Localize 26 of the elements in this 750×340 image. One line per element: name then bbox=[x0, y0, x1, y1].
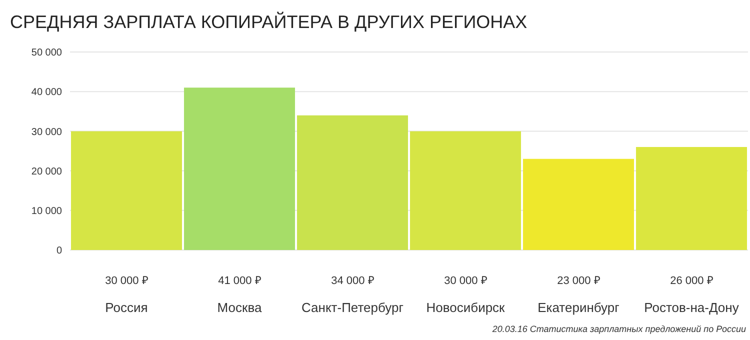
x-tick-label: Москва bbox=[217, 300, 262, 315]
text: 20.03.16 Статистика зарплатных предложений по России bbox=[492, 324, 746, 334]
chart-title: СРЕДНЯЯ ЗАРПЛАТА КОПИРАЙТЕРА В ДРУГИХ РЕГИОНАХ bbox=[10, 12, 528, 33]
y-tick-label: 40 000 bbox=[31, 87, 62, 98]
x-tick-label: Екатеринбург bbox=[538, 300, 620, 315]
data-label: 41 000 ₽ bbox=[218, 275, 261, 287]
bar bbox=[636, 147, 747, 250]
bar bbox=[71, 131, 182, 250]
y-tick-label: 10 000 bbox=[31, 206, 62, 217]
x-tick-label: Ростов-на-Дону bbox=[644, 300, 740, 315]
bar bbox=[184, 88, 295, 250]
x-tick-label: Россия bbox=[105, 300, 148, 315]
y-tick-label: 30 000 bbox=[31, 126, 62, 138]
bar bbox=[410, 131, 521, 250]
data-label: 30 000 ₽ bbox=[105, 275, 148, 287]
y-tick-label: 0 bbox=[56, 246, 62, 257]
data-label: 34 000 ₽ bbox=[331, 275, 374, 287]
x-tick-label: Санкт-Петербург bbox=[302, 300, 404, 315]
y-tick-label: 20 000 bbox=[31, 166, 62, 178]
y-tick-label: 50 000 bbox=[31, 48, 62, 59]
x-tick-label: Новосибирск bbox=[426, 300, 506, 315]
data-label: 23 000 ₽ bbox=[557, 275, 600, 287]
bar bbox=[297, 115, 408, 250]
bar bbox=[523, 158, 634, 250]
data-label: 30 000 ₽ bbox=[444, 275, 487, 287]
data-label: 26 000 ₽ bbox=[670, 275, 713, 287]
